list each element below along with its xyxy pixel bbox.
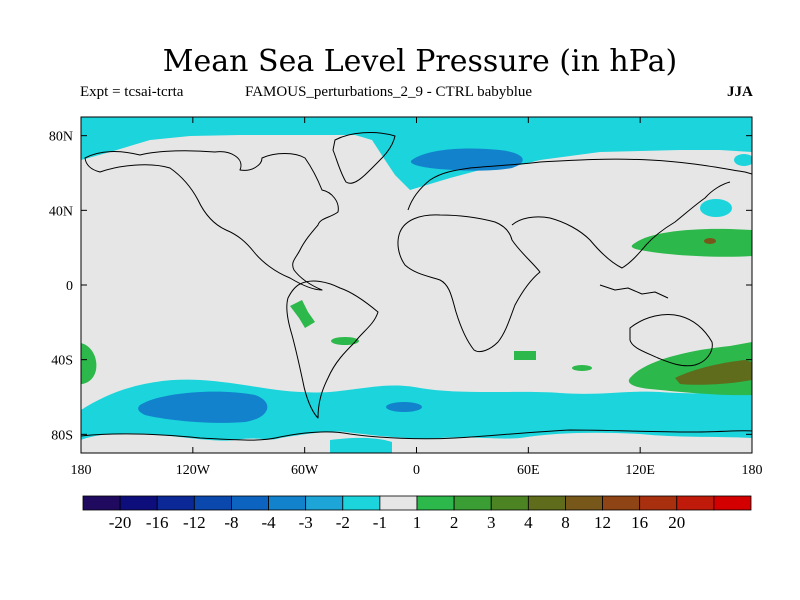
colorbar-swatch <box>639 495 678 511</box>
colorbar-label: 3 <box>487 513 496 532</box>
contour-barents-negative <box>410 148 523 171</box>
colorbar-label: 4 <box>524 513 533 532</box>
colorbar: -20 -16 -12 -8 -4 -3 -2 -1 1 2 3 4 8 12 16 20 <box>82 495 752 532</box>
north-america-coast <box>84 150 339 291</box>
contour-antarctic-neutral <box>81 431 752 453</box>
contour-indian-ocean-positive <box>572 365 592 371</box>
indonesia-coast <box>599 284 669 299</box>
colorbar-label: 12 <box>594 513 611 532</box>
contour-sw-pacific-core <box>675 360 752 385</box>
colorbar-swatch <box>602 495 641 511</box>
colorbar-label: 16 <box>631 513 648 532</box>
contour-southeast-pacific-positive <box>81 343 97 384</box>
colorbar-swatch <box>156 495 195 511</box>
contour-south-atlantic-negative <box>386 402 422 412</box>
contour-nw-pacific-positive <box>631 228 752 257</box>
contour-nw-pacific-core <box>704 238 716 244</box>
colorbar-label: 1 <box>413 513 422 532</box>
contour-south-america-positive <box>290 300 315 328</box>
asia-coast <box>511 181 731 269</box>
contour-south-pacific-negative <box>138 391 268 423</box>
contour-south-atlantic-positive <box>514 351 536 360</box>
x-axis: 180 120W 60W 0 60E 120E 180 <box>71 117 763 478</box>
x-tick-label: 120W <box>176 463 211 478</box>
colorbar-label: -12 <box>183 513 206 532</box>
colorbar-swatch <box>268 495 307 511</box>
x-tick-label: 120E <box>625 463 655 478</box>
colorbar-label: -3 <box>299 513 313 532</box>
contour-japan-negative <box>700 199 732 217</box>
greenland-coast <box>332 132 396 184</box>
colorbar-swatch <box>305 495 344 511</box>
colorbar-label: 20 <box>668 513 685 532</box>
x-tick-label: 0 <box>413 463 420 478</box>
contour-brazil-positive <box>331 337 359 345</box>
y-tick-label: 80S <box>51 428 73 443</box>
colorbar-swatch <box>231 495 269 511</box>
colorbar-swatch <box>713 495 752 511</box>
y-tick-label: 0 <box>66 279 73 294</box>
colorbar-swatch <box>119 495 158 511</box>
contour-kamchatka-negative <box>734 154 752 166</box>
colorbar-label: 2 <box>450 513 459 532</box>
africa-coast <box>397 214 541 353</box>
colorbar-label: -8 <box>224 513 238 532</box>
colorbar-swatch <box>193 495 232 511</box>
colorbar-swatch <box>342 495 381 511</box>
x-tick-label: 60W <box>291 463 319 478</box>
comparison-label: FAMOUS_perturbations_2_9 - CTRL babyblue <box>245 84 533 100</box>
antarctica-coast <box>81 429 752 441</box>
season-label: JJA <box>727 84 753 100</box>
y-axis: 80N 40N 0 40S 80S <box>49 130 752 443</box>
x-tick-label: 180 <box>742 463 763 478</box>
colorbar-label: -1 <box>373 513 387 532</box>
y-tick-label: 40S <box>51 354 73 369</box>
colorbar-swatch <box>527 495 566 511</box>
colorbar-swatch <box>676 495 715 511</box>
contour-arctic-negative <box>81 117 752 190</box>
colorbar-swatch <box>379 495 418 511</box>
south-america-coast <box>286 280 379 419</box>
y-tick-label: 80N <box>49 130 73 145</box>
europe-coast <box>407 158 752 211</box>
experiment-label: Expt = tcsai-tcrta <box>80 84 184 100</box>
colorbar-label: -2 <box>336 513 350 532</box>
colorbar-swatch <box>565 495 603 511</box>
contour-antarctic-negative-edge <box>330 437 392 453</box>
x-tick-label: 60E <box>517 463 540 478</box>
colorbar-swatch <box>490 495 529 511</box>
y-tick-label: 40N <box>49 204 73 219</box>
chart-title: Mean Sea Level Pressure (in hPa) <box>162 44 678 79</box>
colorbar-swatch <box>82 495 121 511</box>
australia-coast <box>629 314 713 367</box>
colorbar-swatch <box>416 495 455 511</box>
x-tick-label: 180 <box>71 463 92 478</box>
map-field <box>81 117 752 453</box>
colorbar-label: -4 <box>261 513 276 532</box>
colorbar-label: -20 <box>109 513 132 532</box>
colorbar-label: -16 <box>146 513 169 532</box>
colorbar-label: 8 <box>561 513 570 532</box>
colorbar-swatch <box>453 495 492 511</box>
coastlines <box>81 132 752 441</box>
